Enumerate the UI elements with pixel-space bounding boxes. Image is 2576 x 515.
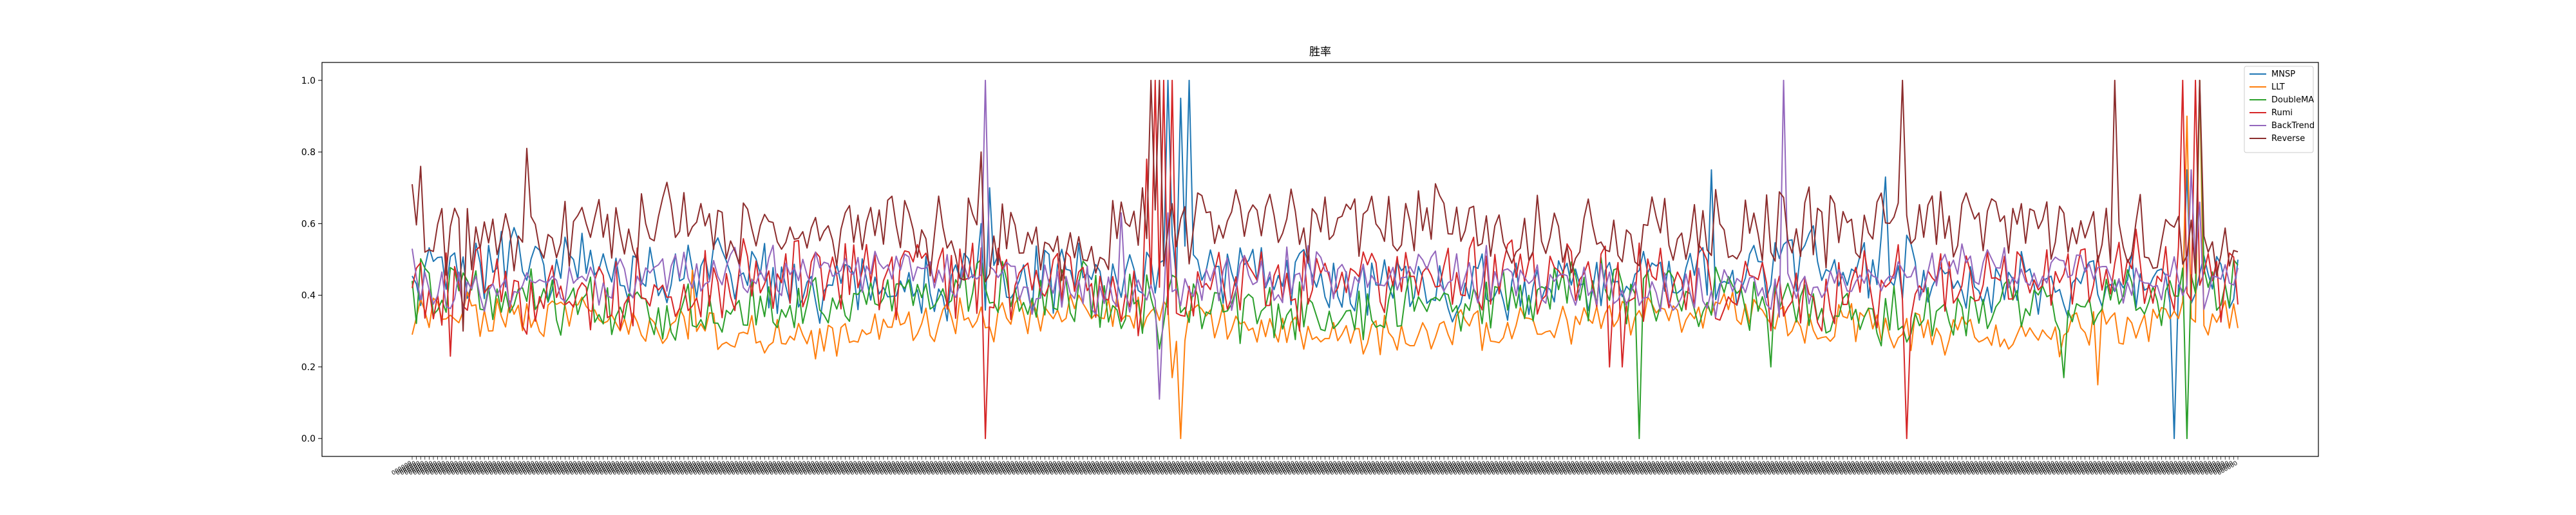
legend-label: BackTrend xyxy=(2271,121,2315,131)
chart-title: 胜率 xyxy=(1309,46,1331,59)
legend: MNSP LLT DoubleMA Rumi BackTrend Reverse xyxy=(2244,66,2315,153)
series-line-doublema xyxy=(412,79,2239,440)
series-line-llt xyxy=(412,79,2239,440)
y-tick-label: 0.4 xyxy=(301,291,316,301)
plot-frame xyxy=(321,62,2319,457)
y-tick-label: 1.0 xyxy=(301,76,316,86)
x-axis: 0000000000000000000000000000000000000000… xyxy=(391,456,2239,477)
legend-label: LLT xyxy=(2271,82,2285,92)
series-line-rumi xyxy=(412,79,2239,440)
y-tick-label: 0.6 xyxy=(301,219,316,229)
legend-label: MNSP xyxy=(2271,70,2295,79)
legend-label: DoubleMA xyxy=(2271,95,2314,105)
series-line-reverse xyxy=(412,79,2239,332)
legend-box xyxy=(2244,66,2314,153)
y-tick-label: 0.8 xyxy=(301,147,316,158)
series-line-mnsp xyxy=(412,79,2239,440)
legend-label: Rumi xyxy=(2271,108,2293,118)
legend-label: Reverse xyxy=(2271,134,2305,144)
series-line-backtrend xyxy=(412,79,2239,400)
y-axis: 0.0 0.2 0.4 0.6 0.8 1.0 xyxy=(301,76,322,444)
series-layer xyxy=(412,79,2239,440)
y-tick-label: 0.2 xyxy=(301,362,316,373)
y-tick-label: 0.0 xyxy=(301,434,316,444)
